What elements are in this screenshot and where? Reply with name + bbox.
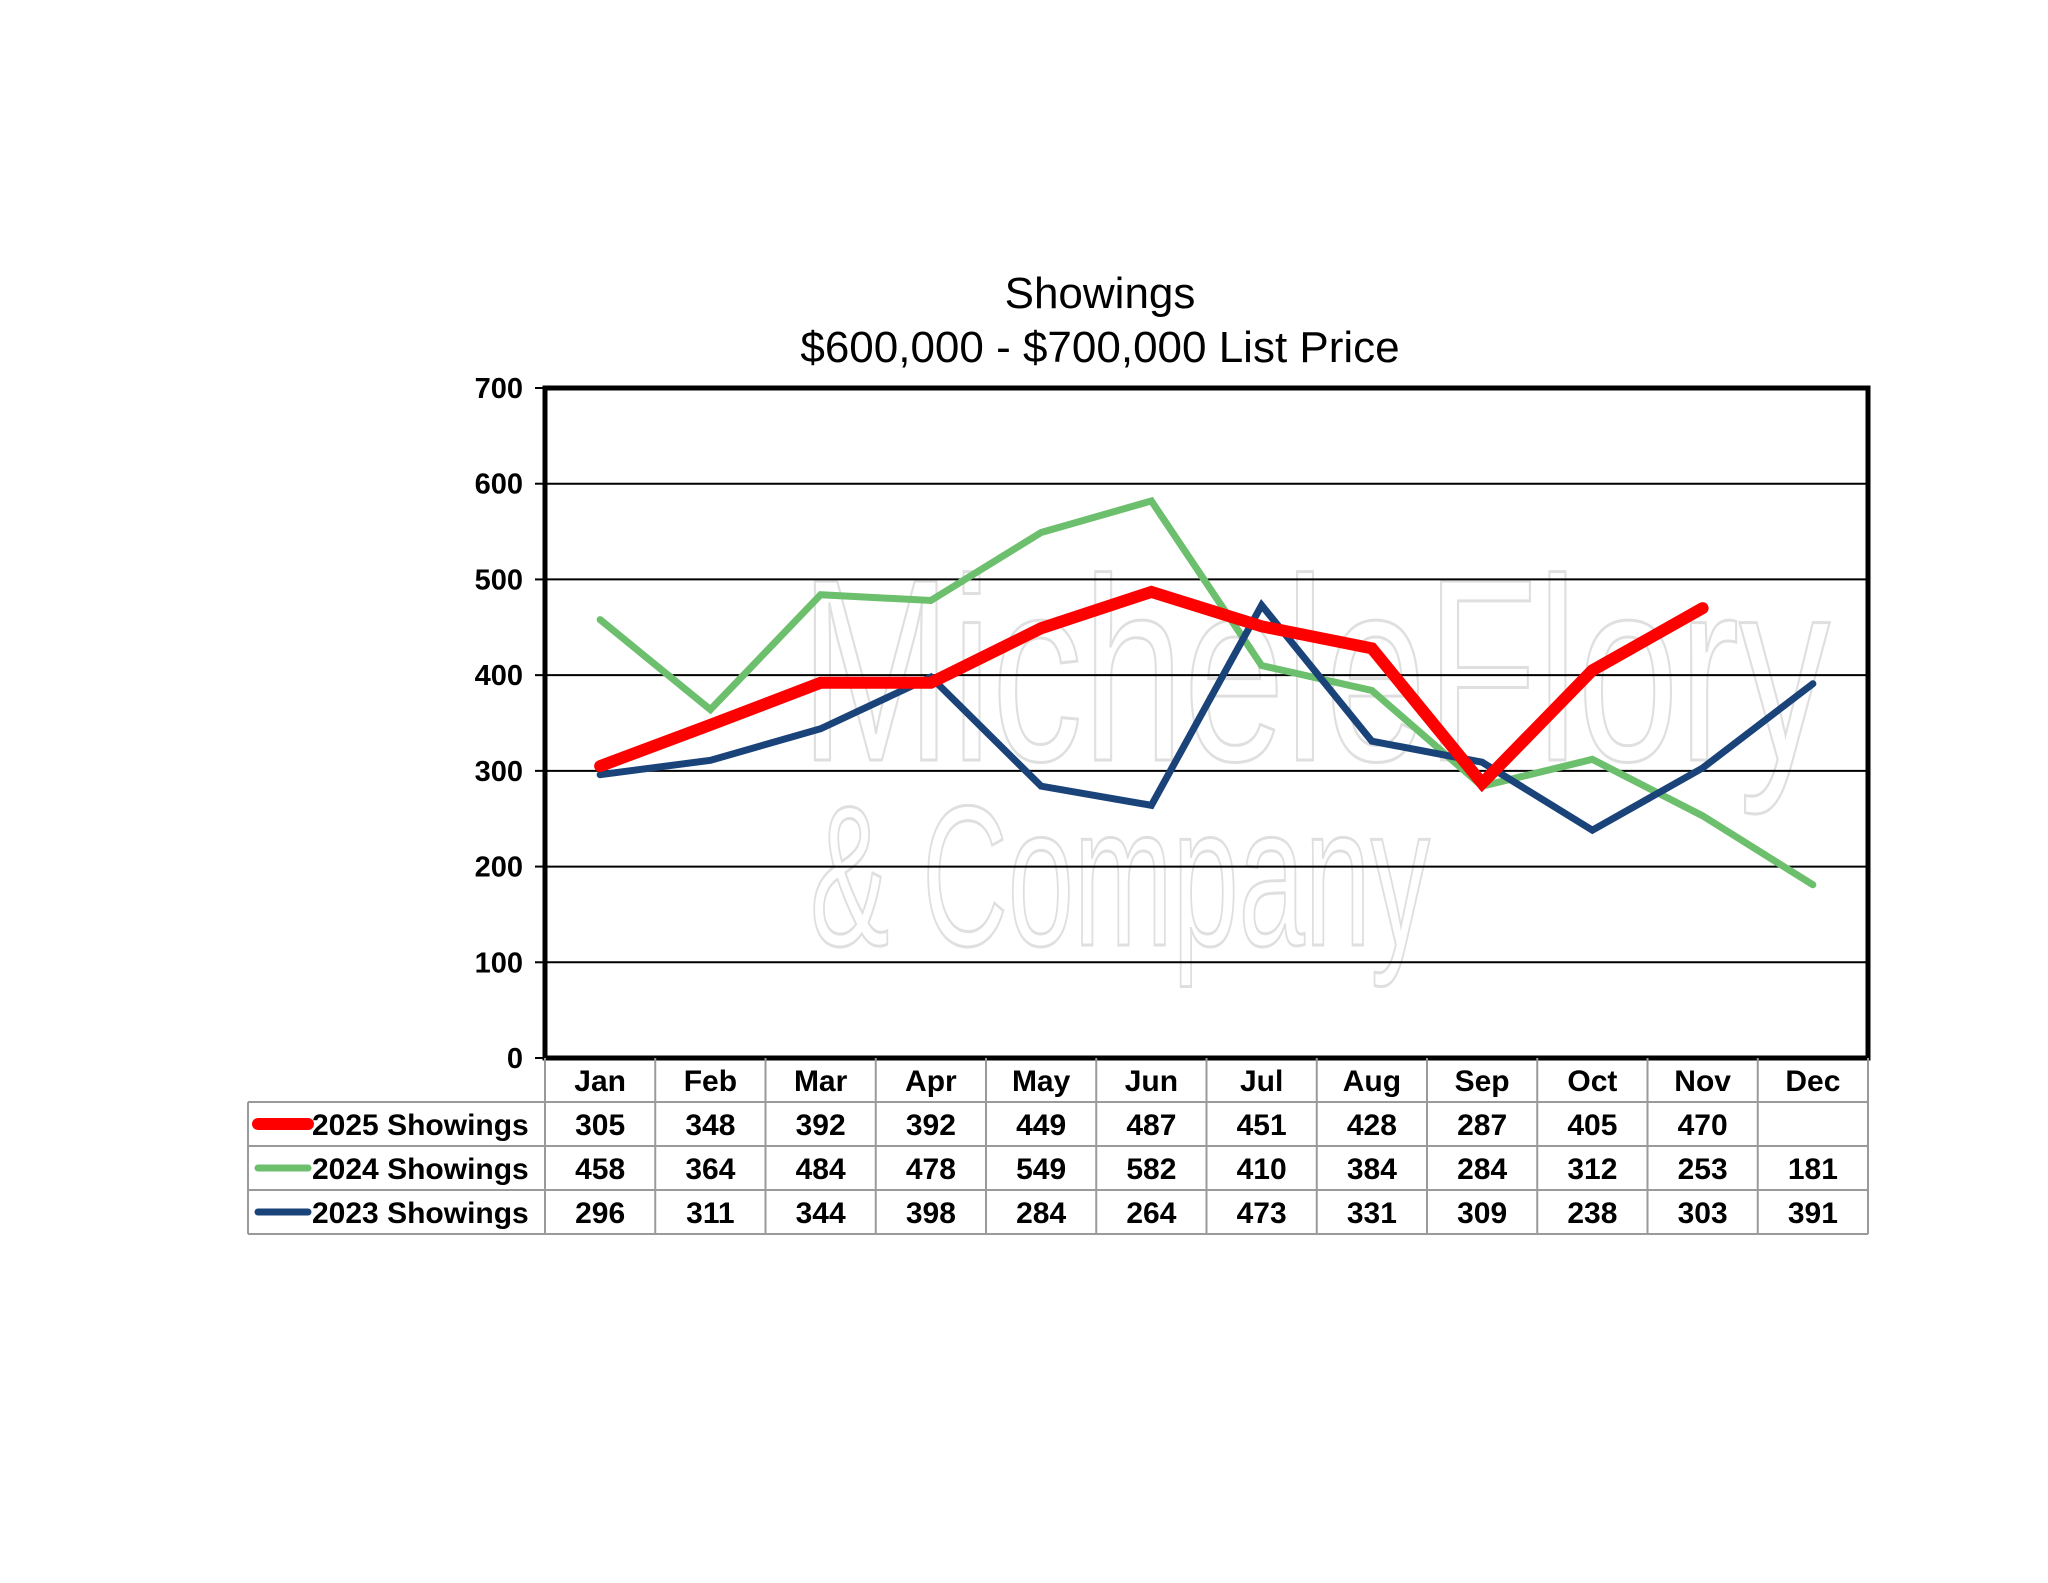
table-cell-value: 284 — [1016, 1197, 1066, 1230]
chart-subtitle: $600,000 - $700,000 List Price — [800, 323, 1399, 372]
series-line-2025-showings — [594, 585, 1709, 793]
table-cell-value: 484 — [796, 1153, 846, 1186]
series-line-2024-showings — [596, 496, 1817, 889]
y-tick-label-400: 400 — [475, 660, 523, 692]
series-line-2023-showings — [596, 599, 1817, 835]
table-cell-value: 384 — [1347, 1153, 1397, 1186]
legend-label-2024-showings: 2024 Showings — [312, 1153, 529, 1186]
y-tick-label-500: 500 — [475, 564, 523, 596]
table-cell-value: 582 — [1126, 1153, 1176, 1186]
table-cell-value: 311 — [686, 1197, 734, 1230]
table-cell-value: 287 — [1457, 1109, 1507, 1142]
category-label-mar: Mar — [794, 1065, 848, 1098]
category-label-jan: Jan — [574, 1065, 626, 1098]
legend-label-2025-showings: 2025 Showings — [312, 1109, 529, 1142]
y-tick-label-100: 100 — [475, 947, 523, 979]
table-cell-value: 264 — [1126, 1197, 1176, 1230]
table-cell-value: 253 — [1678, 1153, 1728, 1186]
table-cell-value: 331 — [1347, 1197, 1397, 1230]
table-cell-value: 392 — [906, 1109, 956, 1142]
table-cell-value: 410 — [1237, 1153, 1287, 1186]
gridlines — [545, 482, 1868, 964]
category-label-dec: Dec — [1785, 1065, 1840, 1098]
y-tick-label-700: 700 — [475, 373, 523, 405]
table-cell-value: 451 — [1237, 1109, 1287, 1142]
category-label-feb: Feb — [684, 1065, 737, 1098]
table-cell-value: 549 — [1016, 1153, 1066, 1186]
table-cell-value: 478 — [906, 1153, 956, 1186]
series-lines — [594, 496, 1817, 889]
table-cell-value: 428 — [1347, 1109, 1397, 1142]
table-cell-value: 391 — [1788, 1197, 1838, 1230]
table-cell-value: 392 — [796, 1109, 846, 1142]
category-label-sep: Sep — [1455, 1065, 1510, 1098]
watermark-logo: MicheleFlory & Company — [799, 525, 1832, 990]
table-cell-value: 238 — [1567, 1197, 1617, 1230]
y-axis-tick-labels: 0 100 200 300 400 500 600 700 — [475, 373, 545, 1075]
category-label-jun: Jun — [1125, 1065, 1178, 1098]
category-label-apr: Apr — [905, 1065, 957, 1098]
table-cell-value: 312 — [1567, 1153, 1617, 1186]
y-tick-label-200: 200 — [475, 852, 523, 884]
table-cell-value: 405 — [1567, 1109, 1617, 1142]
table-cell-value: 309 — [1457, 1197, 1507, 1230]
data-table: Jan Feb Mar Apr May Jun Jul Aug Sep Oct Nov Dec 2025… — [247, 1058, 1869, 1235]
table-cell-value: 487 — [1126, 1109, 1176, 1142]
table-cell-value: 458 — [575, 1153, 625, 1186]
category-label-nov: Nov — [1674, 1065, 1731, 1098]
table-cell-value: 305 — [575, 1109, 625, 1142]
y-tick-label-600: 600 — [475, 469, 523, 501]
category-label-jul: Jul — [1240, 1065, 1283, 1098]
table-cell-value: 344 — [796, 1197, 846, 1230]
table-cell-value: 470 — [1678, 1109, 1728, 1142]
table-cell-value: 473 — [1237, 1197, 1287, 1230]
table-cell-value: 296 — [575, 1197, 625, 1230]
category-label-aug: Aug — [1343, 1065, 1401, 1098]
table-cell-value: 449 — [1016, 1109, 1066, 1142]
category-label-oct: Oct — [1567, 1065, 1617, 1098]
table-cell-value: 181 — [1788, 1153, 1838, 1186]
table-cell-value: 398 — [906, 1197, 956, 1230]
y-tick-label-300: 300 — [475, 756, 523, 788]
table-cell-value: 364 — [685, 1153, 735, 1186]
y-tick-label-0: 0 — [507, 1043, 523, 1075]
legend-label-2023-showings: 2023 Showings — [312, 1197, 529, 1230]
chart-title: Showings — [1005, 269, 1196, 318]
table-cell-value: 348 — [685, 1109, 735, 1142]
table-cell-value: 284 — [1457, 1153, 1507, 1186]
table-cell-value: 303 — [1678, 1197, 1728, 1230]
category-label-may: May — [1012, 1065, 1071, 1098]
